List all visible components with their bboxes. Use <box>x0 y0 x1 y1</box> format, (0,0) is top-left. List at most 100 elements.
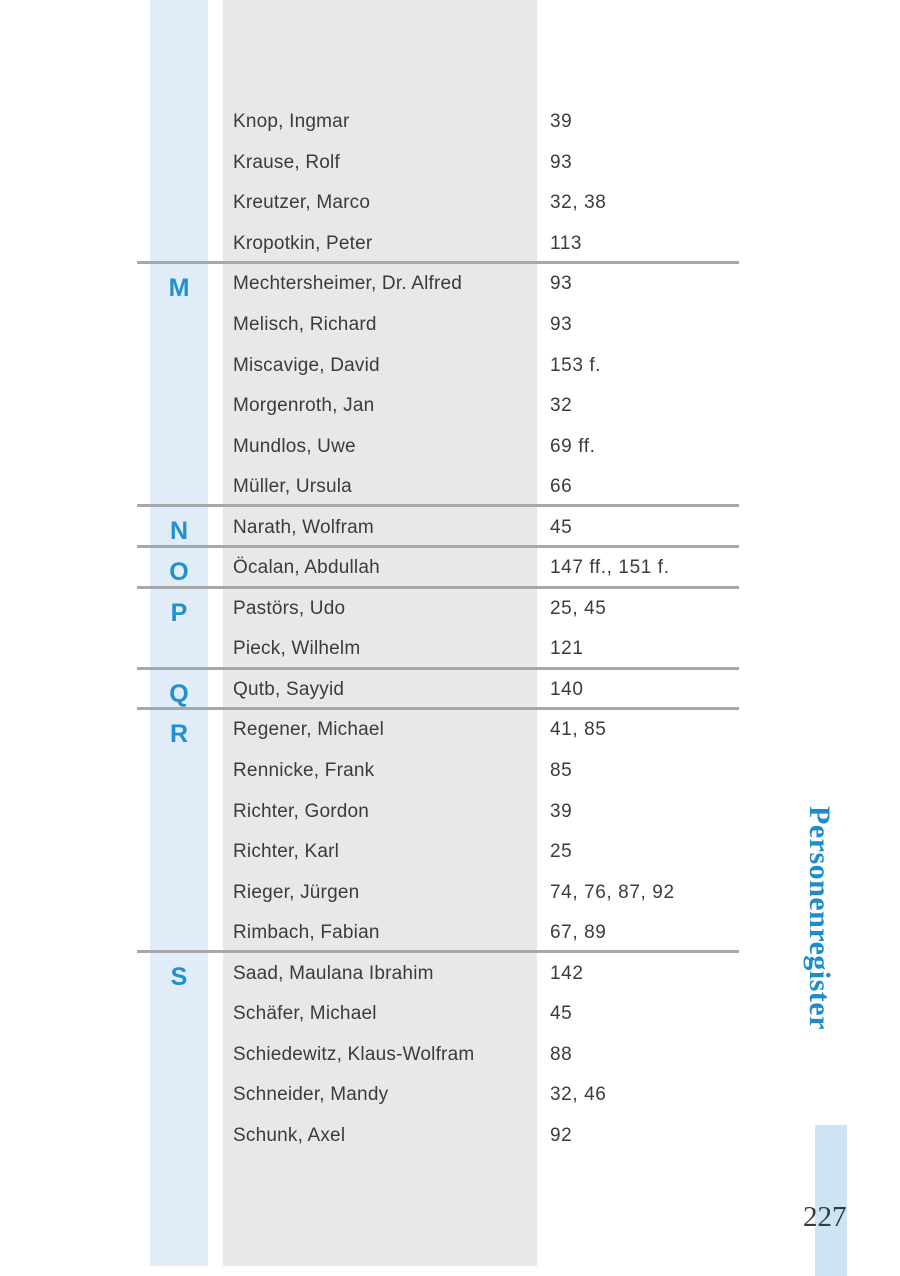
entry-name: Regener, Michael <box>233 719 385 741</box>
index-entry: Kreutzer, Marco 32, 38 <box>137 183 739 224</box>
index-section: N Narath, Wolfram 45 <box>137 504 739 548</box>
entry-name: Pastörs, Udo <box>233 597 346 619</box>
index-entry: Schäfer, Michael 45 <box>137 994 739 1035</box>
section-letter: P <box>170 598 188 627</box>
index-entry: Mechtersheimer, Dr. Alfred 93 <box>137 264 739 305</box>
entry-name: Miscavige, David <box>233 354 380 376</box>
index-entry: Miscavige, David 153 f. <box>137 345 739 386</box>
section-letter: N <box>169 517 189 546</box>
index-entry: Qutb, Sayyid 140 <box>137 670 739 711</box>
entry-pages: 32 <box>550 395 573 417</box>
entry-name: Richter, Karl <box>233 841 340 863</box>
entry-pages: 67, 89 <box>550 922 607 944</box>
entry-pages: 45 <box>550 516 573 538</box>
index-entry: Saad, Maulana Ibrahim 142 <box>137 953 739 994</box>
index-entry: Schunk, Axel 92 <box>137 1116 739 1157</box>
entry-name: Öcalan, Abdullah <box>233 557 380 579</box>
index-entry: Mundlos, Uwe 69 ff. <box>137 426 739 467</box>
index-section: Q Qutb, Sayyid 140 <box>137 666 739 711</box>
entry-name: Krause, Rolf <box>233 151 340 173</box>
index-entry: Rimbach, Fabian 67, 89 <box>137 913 739 954</box>
index-section: R Regener, Michael 41, 85 Rennicke, Frank 8… <box>137 707 739 953</box>
entry-pages: 25, 45 <box>550 597 607 619</box>
index-entry: Müller, Ursula 66 <box>137 467 739 508</box>
index-section: S Saad, Maulana Ibrahim 142 Schäfer, Micha… <box>137 950 739 1156</box>
letter-rail <box>150 0 208 1266</box>
entry-name: Knop, Ingmar <box>233 111 350 133</box>
entry-pages: 66 <box>550 476 573 498</box>
entry-name: Schunk, Axel <box>233 1124 346 1146</box>
section-letter: S <box>170 963 188 992</box>
entry-pages: 32, 38 <box>550 192 607 214</box>
entry-name: Müller, Ursula <box>233 476 352 498</box>
entry-name: Schiedewitz, Klaus-Wolfram <box>233 1043 475 1065</box>
index-section: Knop, Ingmar 39 Krause, Rolf 93 Kreutzer, Ma… <box>137 102 739 264</box>
index-entry: Richter, Karl 25 <box>137 832 739 873</box>
index-entry: Rieger, Jürgen 74, 76, 87, 92 <box>137 872 739 913</box>
index-entry: Morgenroth, Jan 32 <box>137 386 739 427</box>
entry-name: Morgenroth, Jan <box>233 395 375 417</box>
index-entry: Krause, Rolf 93 <box>137 143 739 184</box>
entry-name: Rennicke, Frank <box>233 760 375 782</box>
entry-name: Mechtersheimer, Dr. Alfred <box>233 273 463 295</box>
entry-pages: 39 <box>550 800 573 822</box>
entry-name: Qutb, Sayyid <box>233 678 345 700</box>
entry-name: Schäfer, Michael <box>233 1003 377 1025</box>
entry-name: Rieger, Jürgen <box>233 881 360 903</box>
entry-name: Kreutzer, Marco <box>233 192 371 214</box>
index-entry: Pieck, Wilhelm 121 <box>137 629 739 670</box>
entry-pages: 142 <box>550 962 584 984</box>
entry-pages: 93 <box>550 314 573 335</box>
entry-name: Richter, Gordon <box>233 800 370 822</box>
entry-name: Schneider, Mandy <box>233 1084 389 1106</box>
entry-pages: 69 ff. <box>550 435 596 457</box>
index-section: M Mechtersheimer, Dr. Alfred 93 Melisch, R… <box>137 261 739 507</box>
index-entry: Schneider, Mandy 32, 46 <box>137 1075 739 1116</box>
entry-pages: 39 <box>550 111 573 133</box>
entry-pages: 153 f. <box>550 354 602 376</box>
entry-pages: 147 ff., 151 f. <box>550 557 670 579</box>
entry-name: Saad, Maulana Ibrahim <box>233 962 434 984</box>
chapter-title-vertical: Personenregister <box>803 806 836 1031</box>
section-letter: M <box>168 274 190 303</box>
entry-name: Narath, Wolfram <box>233 516 374 538</box>
index-entry: Knop, Ingmar 39 <box>137 102 739 143</box>
entry-pages: 85 <box>550 760 573 782</box>
entry-pages: 121 <box>550 638 584 660</box>
index-entry: Richter, Gordon 39 <box>137 791 739 832</box>
entry-pages: 32, 46 <box>550 1084 607 1106</box>
section-letter: O <box>169 558 189 587</box>
index-list: Knop, Ingmar 39 Krause, Rolf 93 Kreutzer, Ma… <box>137 102 739 1156</box>
index-entry: Pastörs, Udo 25, 45 <box>137 589 739 630</box>
index-section: O Öcalan, Abdullah 147 ff., 151 f. <box>137 545 739 589</box>
section-letter: R <box>169 720 189 749</box>
entry-pages: 140 <box>550 678 584 700</box>
index-section: P Pastörs, Udo 25, 45 Pieck, Wilhelm 121 <box>137 585 739 670</box>
index-entry: Narath, Wolfram 45 <box>137 507 739 548</box>
entry-name: Mundlos, Uwe <box>233 435 356 457</box>
index-panel <box>223 0 537 1266</box>
index-entry: Rennicke, Frank 85 <box>137 751 739 792</box>
index-entry: Melisch, Richard 93 <box>137 305 739 346</box>
entry-name: Pieck, Wilhelm <box>233 638 361 660</box>
entry-pages: 45 <box>550 1003 573 1025</box>
entry-pages: 74, 76, 87, 92 <box>550 881 675 903</box>
entry-pages: 41, 85 <box>550 719 607 741</box>
entry-name: Rimbach, Fabian <box>233 922 380 944</box>
entry-pages: 113 <box>550 232 583 254</box>
entry-pages: 25 <box>550 841 573 863</box>
index-entry: Schiedewitz, Klaus-Wolfram 88 <box>137 1035 739 1076</box>
section-letter: Q <box>169 679 189 708</box>
entry-name: Kropotkin, Peter <box>233 232 373 254</box>
page-number: 227 <box>803 1201 847 1233</box>
index-entry: Öcalan, Abdullah 147 ff., 151 f. <box>137 548 739 589</box>
entry-name: Melisch, Richard <box>233 314 377 335</box>
index-entry: Kropotkin, Peter 113 <box>137 224 739 265</box>
entry-pages: 93 <box>550 151 573 173</box>
corner-bar <box>815 1125 847 1276</box>
entry-pages: 88 <box>550 1043 573 1065</box>
entry-pages: 92 <box>550 1124 573 1146</box>
entry-pages: 93 <box>550 273 573 295</box>
index-entry: Regener, Michael 41, 85 <box>137 710 739 751</box>
